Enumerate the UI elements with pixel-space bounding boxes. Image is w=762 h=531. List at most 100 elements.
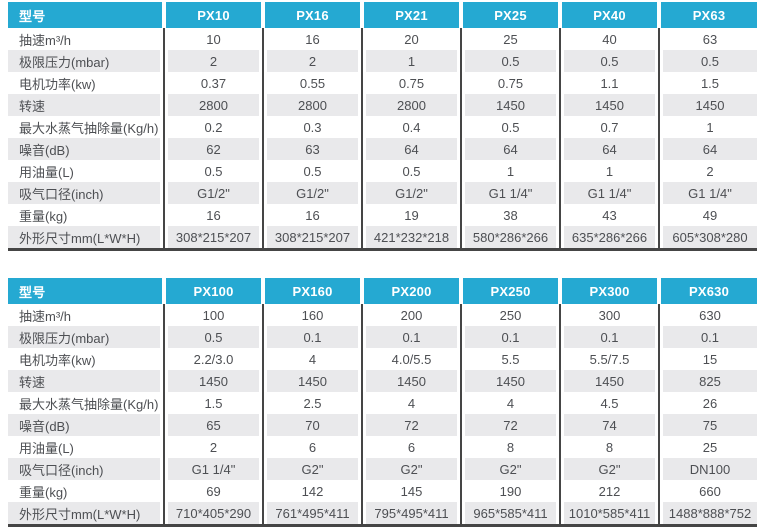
spec-value-cell: 2 xyxy=(163,436,262,458)
spec-value-cell: 0.55 xyxy=(262,72,361,94)
spec-value-cell: G1/2" xyxy=(361,182,460,204)
spec-row-label-text: 极限压力(mbar) xyxy=(8,50,160,72)
spec-value-cell-text: 8 xyxy=(605,439,614,455)
spec-row-label: 吸气口径(inch) xyxy=(8,182,163,204)
spec-row-label: 极限压力(mbar) xyxy=(8,50,163,72)
spec-value-cell-text: 0.1 xyxy=(465,326,556,348)
spec-value-cell-text: 64 xyxy=(465,138,556,160)
spec-value-cell: 40 xyxy=(559,28,658,50)
spec-value-cell: G1/2" xyxy=(262,182,361,204)
spec-value-cell-text: 1450 xyxy=(168,370,259,392)
spec-value-cell-text: 25 xyxy=(702,439,718,455)
spec-value-cell: 2 xyxy=(658,160,757,182)
spec-value-cell-text: 0.5 xyxy=(564,50,655,72)
spec-value-cell-text: 8 xyxy=(506,439,515,455)
spec-value-cell: 49 xyxy=(658,204,757,226)
spec-value-cell-text: 6 xyxy=(308,439,317,455)
spec-value-cell: 761*495*411 xyxy=(262,502,361,524)
model-header-text: PX40 xyxy=(562,2,657,28)
spec-row-label: 最大水蒸气抽除量(Kg/h) xyxy=(8,392,163,414)
spec-value-cell: 100 xyxy=(163,304,262,326)
spec-value-cell: 19 xyxy=(361,204,460,226)
spec-value-cell: 0.5 xyxy=(163,326,262,348)
spec-value-cell-text: 580*286*266 xyxy=(465,226,556,248)
spec-value-cell: 69 xyxy=(163,480,262,502)
spec-value-cell-text: 19 xyxy=(404,207,419,223)
spec-value-cell: 8 xyxy=(460,436,559,458)
spec-value-cell-text: 605*308*280 xyxy=(663,226,757,248)
spec-value-cell-text: 15 xyxy=(702,351,718,367)
spec-row-label-text: 噪音(dB) xyxy=(8,414,160,436)
spec-value-cell: 1450 xyxy=(262,370,361,392)
spec-row-label: 重量(kg) xyxy=(8,204,163,226)
spec-value-cell-text: 1010*585*411 xyxy=(564,502,655,524)
spec-row: 抽速m³/h 10 16 20 25 40 63 xyxy=(8,28,757,50)
spec-value-cell: 1 xyxy=(361,50,460,72)
spec-value-cell-text: 300 xyxy=(598,307,621,323)
spec-row: 极限压力(mbar) 2 2 1 0.5 0.5 0.5 xyxy=(8,50,757,72)
spec-value-cell: 190 xyxy=(460,480,559,502)
spec-value-cell: 0.1 xyxy=(361,326,460,348)
spec-value-cell: G1/2" xyxy=(163,182,262,204)
spec-value-cell-text: 0.2 xyxy=(204,119,223,135)
spec-value-cell: 6 xyxy=(361,436,460,458)
spec-row-label: 用油量(L) xyxy=(8,160,163,182)
model-header: PX160 xyxy=(262,278,361,304)
spec-value-cell: 5.5 xyxy=(460,348,559,370)
spec-row-label-text: 用油量(L) xyxy=(19,164,74,180)
spec-value-cell-text: 761*495*411 xyxy=(267,502,358,524)
spec-value-cell: 0.5 xyxy=(460,50,559,72)
spec-value-cell-text: 40 xyxy=(602,31,617,47)
model-header: PX250 xyxy=(460,278,559,304)
spec-value-cell-text: 0.1 xyxy=(366,326,457,348)
spec-value-cell: 72 xyxy=(460,414,559,436)
spec-row-label: 最大水蒸气抽除量(Kg/h) xyxy=(8,116,163,138)
spec-row: 最大水蒸气抽除量(Kg/h) 0.2 0.3 0.4 0.5 0.7 1 xyxy=(8,116,757,138)
spec-value-cell-text: 1450 xyxy=(663,94,757,116)
spec-value-cell: 25 xyxy=(460,28,559,50)
spec-value-cell: 0.1 xyxy=(559,326,658,348)
spec-value-cell: 308*215*207 xyxy=(163,226,262,248)
spec-value-cell-text: 160 xyxy=(301,307,324,323)
spec-row-label: 极限压力(mbar) xyxy=(8,326,163,348)
spec-value-cell-text: 250 xyxy=(499,307,522,323)
model-header-text: PX200 xyxy=(364,278,459,304)
spec-value-cell: 0.1 xyxy=(658,326,757,348)
model-header: PX63 xyxy=(658,2,757,28)
spec-value-cell-text: 825 xyxy=(663,370,757,392)
spec-row-label: 外形尺寸mm(L*W*H) xyxy=(8,226,163,248)
spec-value-cell-text: 16 xyxy=(206,207,221,223)
model-column-header-text: 型号 xyxy=(8,278,162,304)
spec-value-cell: 0.3 xyxy=(262,116,361,138)
spec-value-cell: 20 xyxy=(361,28,460,50)
spec-value-cell-text: G1/2" xyxy=(168,182,259,204)
spec-value-cell-text: 1450 xyxy=(564,370,655,392)
spec-value-cell: 0.7 xyxy=(559,116,658,138)
spec-value-cell-text: 1450 xyxy=(267,370,358,392)
spec-row-label: 转速 xyxy=(8,94,163,116)
model-header: PX16 xyxy=(262,2,361,28)
spec-value-cell: 4 xyxy=(361,392,460,414)
spec-value-cell: 0.5 xyxy=(559,50,658,72)
spec-value-cell-text: 0.5 xyxy=(204,163,223,179)
spec-row-label: 电机功率(kw) xyxy=(8,72,163,94)
spec-value-cell-text: 26 xyxy=(702,395,718,411)
spec-value-cell: 1450 xyxy=(658,94,757,116)
spec-value-cell: G2" xyxy=(559,458,658,480)
spec-value-cell-text: 0.1 xyxy=(564,326,655,348)
spec-value-cell: 64 xyxy=(361,138,460,160)
spec-value-cell-text: 2 xyxy=(706,163,714,179)
spec-value-cell-text: 70 xyxy=(267,414,358,436)
spec-value-cell: 308*215*207 xyxy=(262,226,361,248)
spec-value-cell: 10 xyxy=(163,28,262,50)
spec-value-cell-text: 6 xyxy=(407,439,416,455)
spec-row-label-text: 电机功率(kw) xyxy=(19,352,96,368)
spec-value-cell: 2800 xyxy=(361,94,460,116)
spec-value-cell: 1450 xyxy=(460,370,559,392)
spec-value-cell-text: 1 xyxy=(706,119,714,135)
spec-row: 极限压力(mbar) 0.5 0.1 0.1 0.1 0.1 0.1 xyxy=(8,326,757,348)
model-header-text: PX63 xyxy=(661,2,757,28)
spec-value-cell: 6 xyxy=(262,436,361,458)
spec-value-cell: 421*232*218 xyxy=(361,226,460,248)
spec-value-cell-text: 1.1 xyxy=(600,75,619,91)
